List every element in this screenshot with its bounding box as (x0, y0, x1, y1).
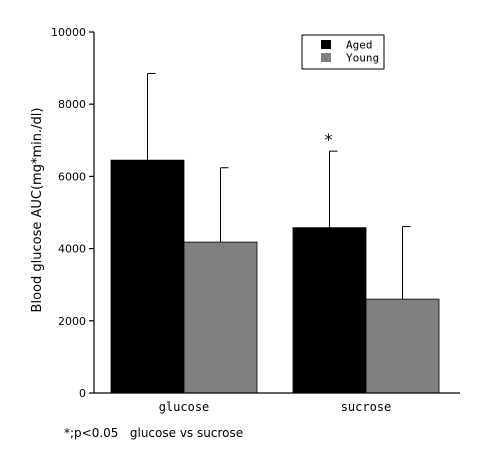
bar-aged-sucrose (292, 227, 367, 394)
axes-group (93, 32, 460, 394)
legend-label-aged: Aged (346, 39, 373, 52)
legend-box (301, 34, 385, 70)
bar-young-sucrose (365, 298, 440, 394)
y-ticks-group: 0 2000 4000 6000 8000 10000 (51, 26, 94, 400)
y-axis-title: Blood glucose AUC(mg*min./dl) (30, 108, 45, 313)
legend-swatch-aged (321, 40, 331, 49)
bar-young-glucose (183, 241, 258, 394)
bars-group (110, 159, 440, 394)
bar-aged-glucose (110, 159, 185, 394)
x-category-label: glucose (159, 400, 210, 414)
y-tick-label: 8000 (58, 98, 86, 111)
y-tick-label: 0 (79, 387, 86, 400)
x-category-label: sucrose (341, 400, 392, 414)
y-tick-label: 2000 (58, 315, 86, 328)
y-tick-label: 10000 (51, 26, 86, 39)
y-tick-label: 6000 (58, 170, 86, 183)
y-tick-label: 4000 (58, 243, 86, 256)
significance-annotation: * (325, 130, 333, 149)
legend-label-young: Young (346, 52, 379, 65)
x-labels-group: glucose sucrose (159, 400, 392, 414)
legend-swatch-young (321, 53, 331, 62)
error-bars-group (147, 73, 411, 300)
footnote: *;p<0.05 glucose vs sucrose (64, 426, 244, 440)
annotations-group: * (325, 130, 333, 149)
